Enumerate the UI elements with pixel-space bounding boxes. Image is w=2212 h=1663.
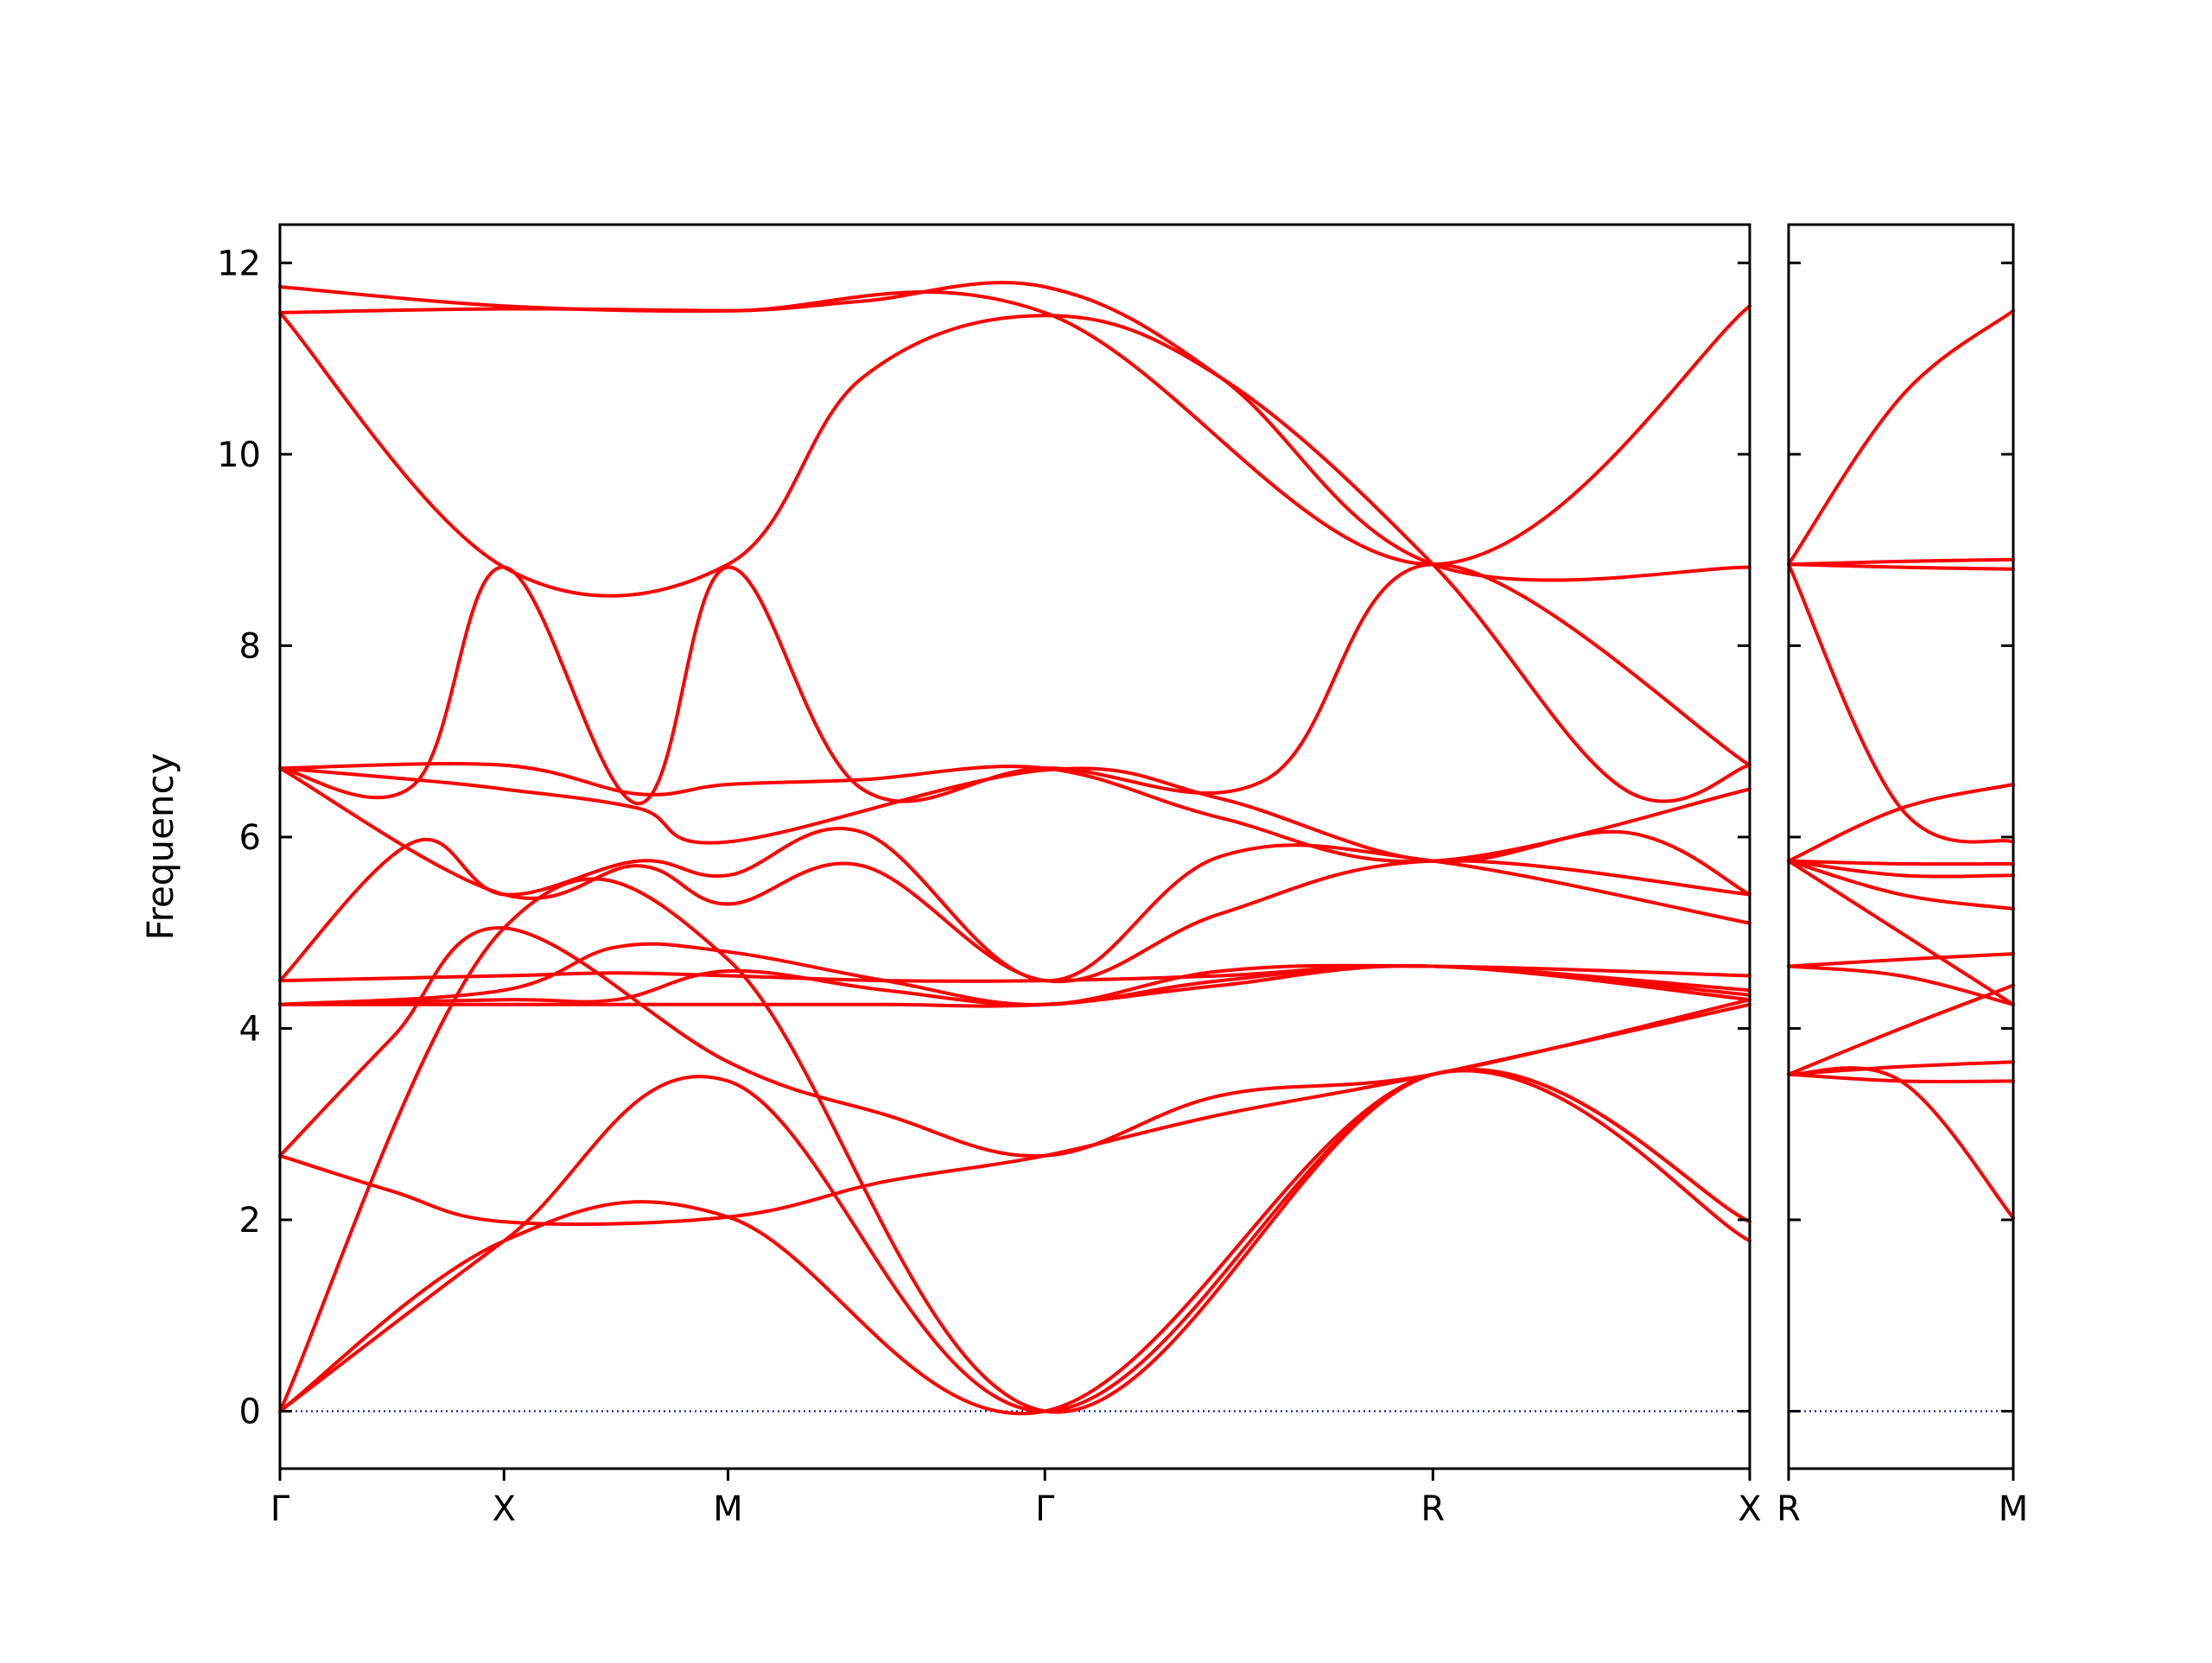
- band-line-main-13: [278, 562, 1751, 806]
- band-line-main-10: [278, 766, 1751, 984]
- ytick-label-6: 12: [217, 244, 261, 283]
- band-line-main-14: [278, 310, 1751, 803]
- band-line-main-4: [278, 926, 1751, 1158]
- band-line-main-9: [278, 826, 1751, 983]
- band-line-main-3: [278, 1002, 1751, 1227]
- xtick-label-main-3: Γ: [1035, 1489, 1055, 1529]
- ytick-label-2: 4: [239, 1009, 261, 1049]
- band-line-main-12: [278, 762, 1751, 864]
- ytick-label-0: 0: [239, 1393, 261, 1432]
- band-line-side-23: [1787, 859, 2015, 1006]
- xtick-label-main-5: X: [1738, 1489, 1761, 1529]
- panel-frame-main: [278, 223, 1751, 1470]
- band-line-side-25: [1787, 859, 2015, 879]
- xtick-label-side-1: M: [1999, 1489, 2029, 1529]
- band-line-side-31: [1787, 308, 2015, 567]
- band-line-main-15: [278, 290, 1751, 567]
- xtick-label-main-0: Γ: [270, 1489, 290, 1529]
- band-line-side-26: [1787, 859, 2015, 866]
- panel-frame-side: [1787, 223, 2015, 1470]
- bands-layer: [278, 281, 2015, 1415]
- band-line-side-22: [1787, 964, 2015, 1006]
- xtick-label-main-4: R: [1421, 1489, 1445, 1529]
- y-axis-label: Frequency: [139, 753, 181, 941]
- band-line-side-20: [1787, 983, 2015, 1076]
- band-line-side-30: [1787, 562, 2015, 571]
- band-line-side-18: [1787, 1072, 2015, 1084]
- band-line-main-2: [278, 877, 1751, 1414]
- xtick-label-side-0: R: [1777, 1489, 1801, 1529]
- band-line-main-1: [278, 1068, 1751, 1413]
- xtick-label-main-2: M: [713, 1489, 743, 1529]
- band-line-side-21: [1787, 952, 2015, 968]
- xtick-label-main-1: X: [493, 1489, 516, 1529]
- band-line-side-17: [1787, 1066, 2015, 1220]
- ytick-label-1: 2: [239, 1201, 261, 1241]
- band-line-main-8: [278, 963, 1751, 993]
- band-line-main-16: [278, 281, 1751, 582]
- band-line-side-24: [1787, 859, 2015, 911]
- ytick-label-4: 8: [239, 626, 261, 666]
- band-line-side-19: [1787, 1060, 2015, 1076]
- ytick-label-3: 6: [239, 818, 261, 858]
- axes-frame-layer: [278, 223, 2015, 1481]
- band-line-side-28: [1787, 562, 2015, 844]
- band-line-side-27: [1787, 783, 2015, 863]
- ytick-label-5: 10: [217, 435, 261, 475]
